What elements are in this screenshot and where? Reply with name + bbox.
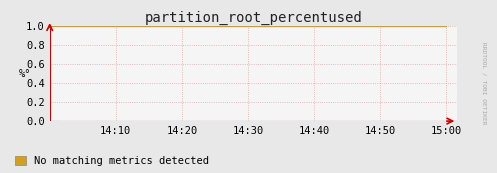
Text: RRDTOOL / TOBI OETIKER: RRDTOOL / TOBI OETIKER (482, 42, 487, 124)
Legend: No matching metrics detected: No matching metrics detected (15, 156, 209, 166)
Y-axis label: %°: %° (18, 69, 31, 79)
Title: partition_root_percentused: partition_root_percentused (145, 11, 362, 25)
